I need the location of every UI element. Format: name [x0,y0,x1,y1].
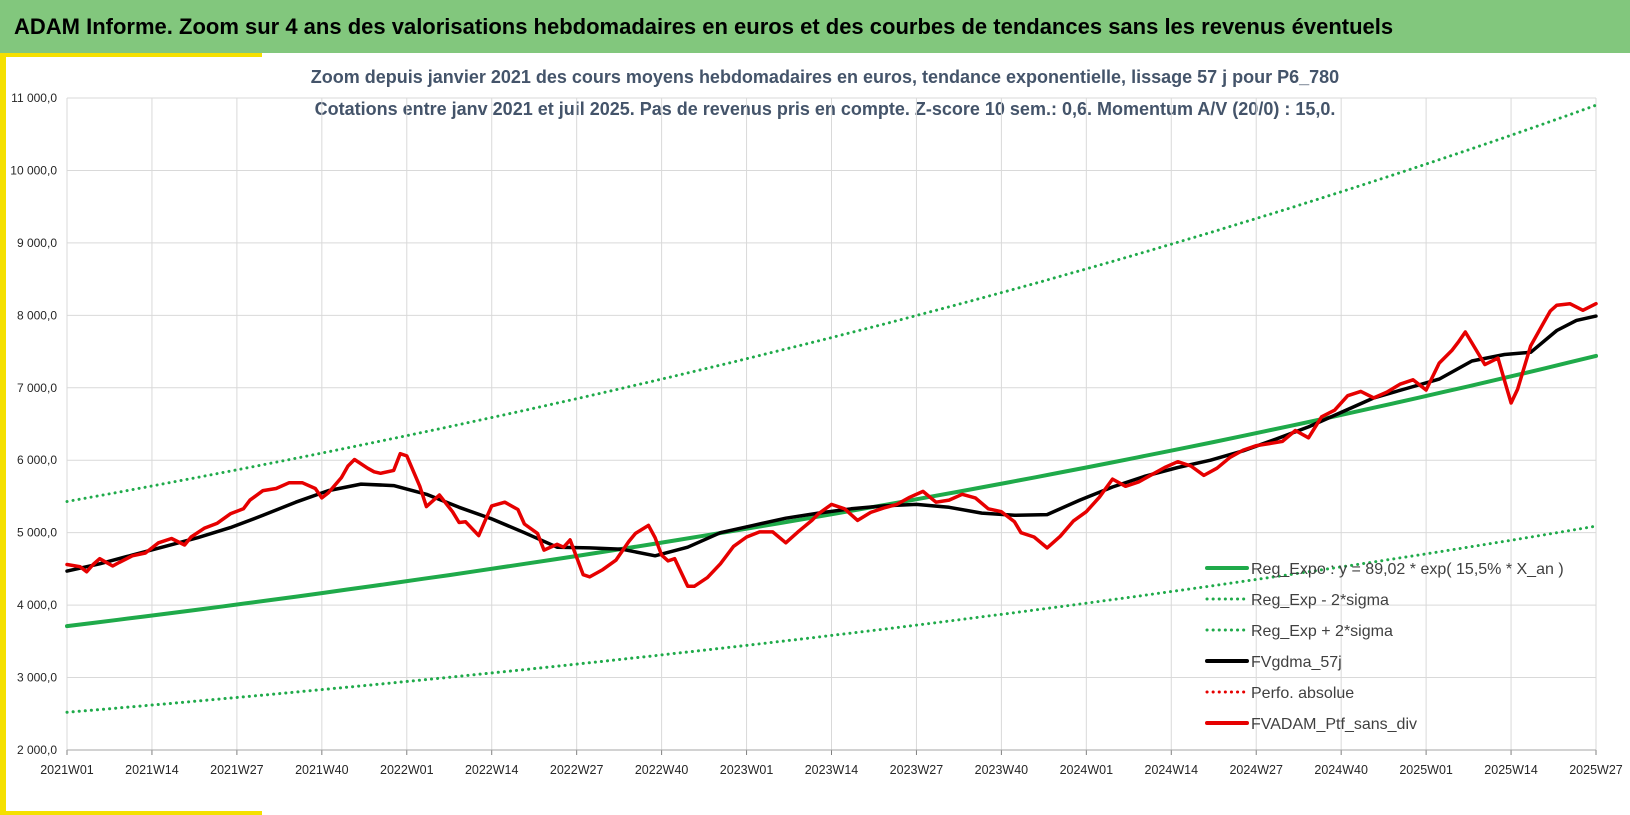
chart-subtitle-line-2: Cotations entre janv 2021 et juil 2025. … [315,99,1336,119]
y-tick-label: 7 000,0 [17,381,57,395]
series-line-reg_expo [65,353,1598,629]
legend-label-reg_minus: Reg_Exp - 2*sigma [1251,592,1389,609]
y-tick-label: 11 000,0 [11,91,57,105]
x-tick-label: 2024W27 [1229,763,1283,777]
accent-bar-top-left [0,53,262,57]
x-tick-label: 2022W14 [465,763,519,777]
x-tick-label: 2023W27 [890,763,944,777]
accent-bar-bottom [0,811,262,815]
x-tick-label: 2022W40 [635,763,689,777]
x-tick-label: 2023W01 [720,763,774,777]
y-tick-label: 10 000,0 [10,163,57,177]
x-tick-label: 2021W01 [40,763,94,777]
legend-label-perfo: Perfo. absolue [1251,685,1354,702]
accent-bar-left [0,53,6,815]
x-tick-label: 2022W01 [380,763,434,777]
y-tick-label: 6 000,0 [17,453,57,467]
legend-label-reg_plus: Reg_Exp + 2*sigma [1251,623,1393,640]
x-tick-label: 2023W40 [975,763,1029,777]
x-tick-label: 2024W14 [1145,763,1199,777]
y-tick-label: 5 000,0 [17,526,57,540]
report-title: ADAM Informe. Zoom sur 4 ans des valoris… [14,13,1394,39]
x-tick-label: 2022W27 [550,763,604,777]
x-tick-label: 2023W14 [805,763,859,777]
x-tick-label: 2021W14 [125,763,179,777]
report-title-banner: ADAM Informe. Zoom sur 4 ans des valoris… [0,0,1630,53]
x-tick-label: 2021W40 [295,763,349,777]
y-tick-label: 4 000,0 [17,598,57,612]
y-tick-label: 2 000,0 [17,743,57,757]
legend-label-fvadam: FVADAM_Ptf_sans_div [1251,716,1417,733]
x-tick-label: 2024W01 [1060,763,1114,777]
series-line-reg_minus [65,524,1598,714]
series-line-reg_plus [65,103,1598,503]
legend-label-reg_expo: Reg_Expo : y = 89,02 * exp( 15,5% * X_an… [1251,561,1564,578]
x-tick-label: 2024W40 [1314,763,1368,777]
x-tick-label: 2025W14 [1484,763,1538,777]
chart-area: Zoom depuis janvier 2021 des cours moyen… [0,53,1630,815]
y-tick-label: 3 000,0 [17,671,57,685]
x-tick-label: 2021W27 [210,763,264,777]
y-tick-label: 9 000,0 [17,236,57,250]
series-line-fvadam [65,301,1598,589]
valuation-chart: Zoom depuis janvier 2021 des cours moyen… [10,67,1623,777]
x-tick-label: 2025W01 [1399,763,1453,777]
legend-label-fvgdma: FVgdma_57j [1251,654,1342,671]
chart-subtitle-line-1: Zoom depuis janvier 2021 des cours moyen… [311,67,1339,87]
x-tick-label: 2025W27 [1569,763,1623,777]
y-tick-label: 8 000,0 [17,308,57,322]
